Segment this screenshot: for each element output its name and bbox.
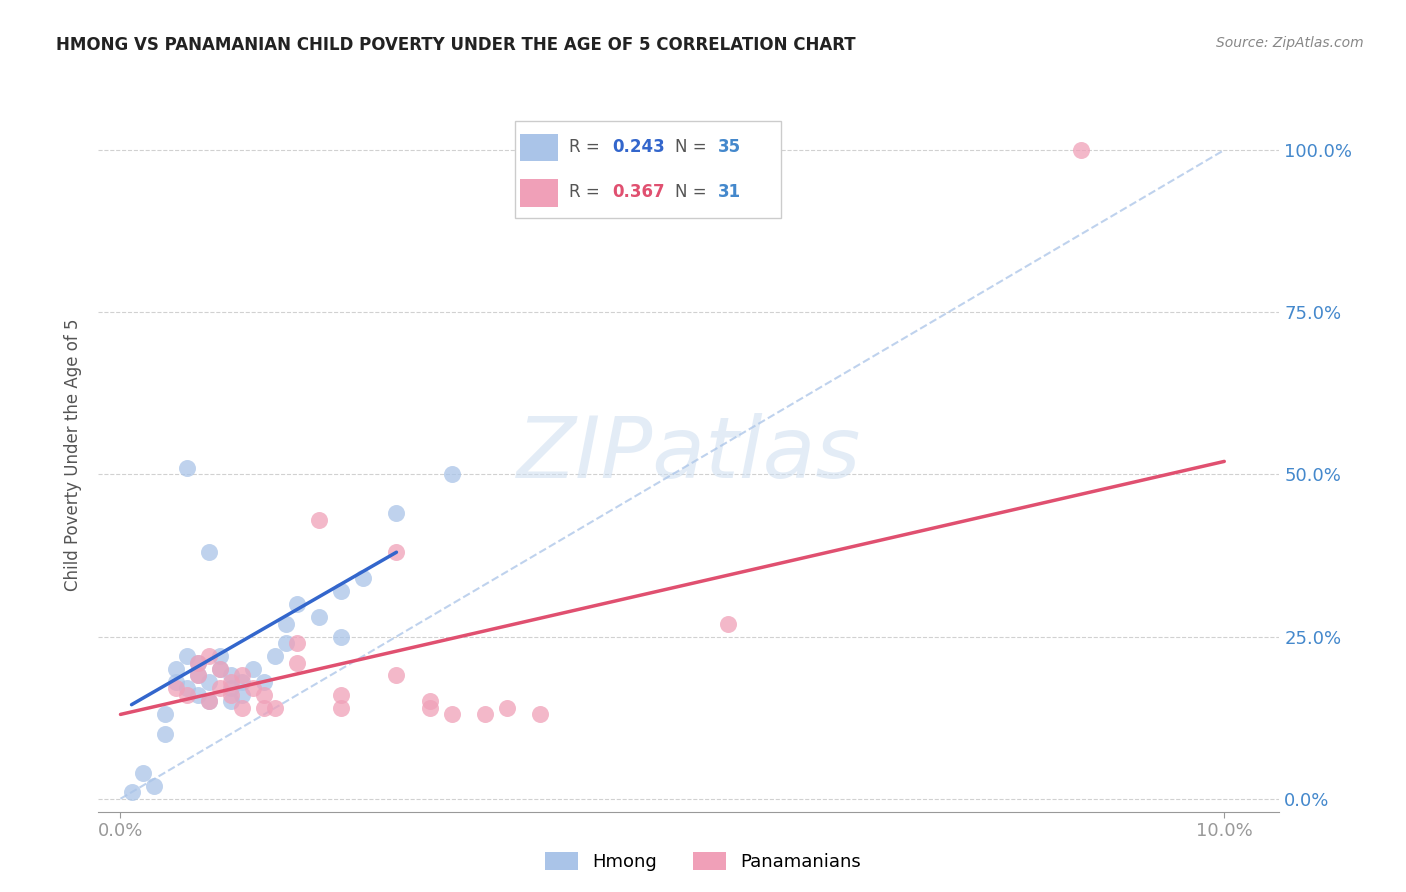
Point [385,506,408,520]
Legend: Hmong, Panamanians: Hmong, Panamanians [538,845,868,879]
Point [242,662,264,676]
Point [198,694,221,708]
Point [198,694,221,708]
Point [198,675,221,690]
Point [352,571,374,585]
Text: ZIPatlas: ZIPatlas [517,413,860,497]
Point [198,648,221,663]
Point [176,681,198,696]
Point [153,727,176,741]
Point [1070,143,1092,157]
Point [219,681,242,696]
Point [219,668,242,682]
Point [208,681,231,696]
Point [274,636,297,650]
Point [231,701,253,715]
Point [385,545,408,559]
Point [176,461,198,475]
Y-axis label: Child Poverty Under the Age of 5: Child Poverty Under the Age of 5 [65,318,83,591]
Point [121,785,143,799]
Point [208,662,231,676]
Point [253,688,276,702]
Point [264,648,287,663]
Point [330,584,353,599]
Point [219,688,242,702]
Point [440,467,463,482]
Point [231,675,253,690]
Point [165,662,187,676]
Point [219,694,242,708]
Point [165,681,187,696]
Point [330,630,353,644]
Point [142,779,165,793]
Point [330,688,353,702]
Point [419,694,441,708]
Point [187,668,209,682]
Point [474,707,496,722]
Point [131,765,153,780]
Point [242,681,264,696]
Point [274,616,297,631]
Point [231,688,253,702]
Point [285,656,308,670]
Text: Source: ZipAtlas.com: Source: ZipAtlas.com [1216,36,1364,50]
Point [187,656,209,670]
Point [176,648,198,663]
Point [231,668,253,682]
Point [176,688,198,702]
Point [198,545,221,559]
Point [165,675,187,690]
Point [253,701,276,715]
Point [529,707,551,722]
Point [330,701,353,715]
Point [187,688,209,702]
Point [208,648,231,663]
Point [253,675,276,690]
Point [495,701,517,715]
Point [264,701,287,715]
Point [208,662,231,676]
Point [419,701,441,715]
Point [385,668,408,682]
Point [440,707,463,722]
Text: HMONG VS PANAMANIAN CHILD POVERTY UNDER THE AGE OF 5 CORRELATION CHART: HMONG VS PANAMANIAN CHILD POVERTY UNDER … [56,36,856,54]
Point [308,513,330,527]
Point [187,668,209,682]
Point [308,610,330,624]
Point [285,636,308,650]
Point [219,675,242,690]
Point [716,616,738,631]
Point [285,597,308,611]
Point [187,656,209,670]
Point [153,707,176,722]
